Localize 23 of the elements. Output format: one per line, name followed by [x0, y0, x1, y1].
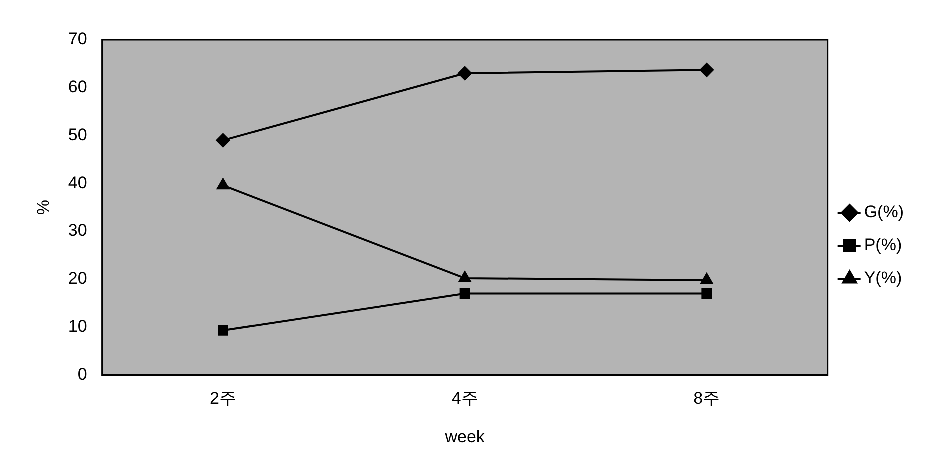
y-tick-label: 70 — [68, 30, 88, 49]
point — [217, 178, 230, 190]
point — [218, 325, 228, 336]
y-tick-label: 10 — [68, 317, 88, 336]
legend-label: Y(%) — [864, 268, 902, 288]
x-axis-title: week — [444, 427, 486, 446]
legend-label: G(%) — [864, 202, 904, 222]
y-tick-label: 40 — [68, 173, 88, 192]
y-tick-label: 20 — [68, 269, 88, 288]
point — [700, 63, 714, 78]
y-axis-title: % — [34, 200, 53, 216]
y-tick-label: 30 — [68, 221, 88, 240]
x-tick-label: 2주 — [210, 389, 236, 408]
y-tick-label: 60 — [68, 78, 88, 97]
y-tick-label: 50 — [68, 125, 88, 144]
y-tick-label: 0 — [78, 364, 88, 384]
point — [460, 288, 470, 300]
x-tick-label: 8주 — [694, 389, 720, 408]
point — [458, 66, 472, 81]
legend-label: P(%) — [864, 236, 902, 255]
point — [216, 134, 230, 148]
point — [702, 288, 712, 300]
x-tick-label: 4주 — [452, 389, 478, 408]
